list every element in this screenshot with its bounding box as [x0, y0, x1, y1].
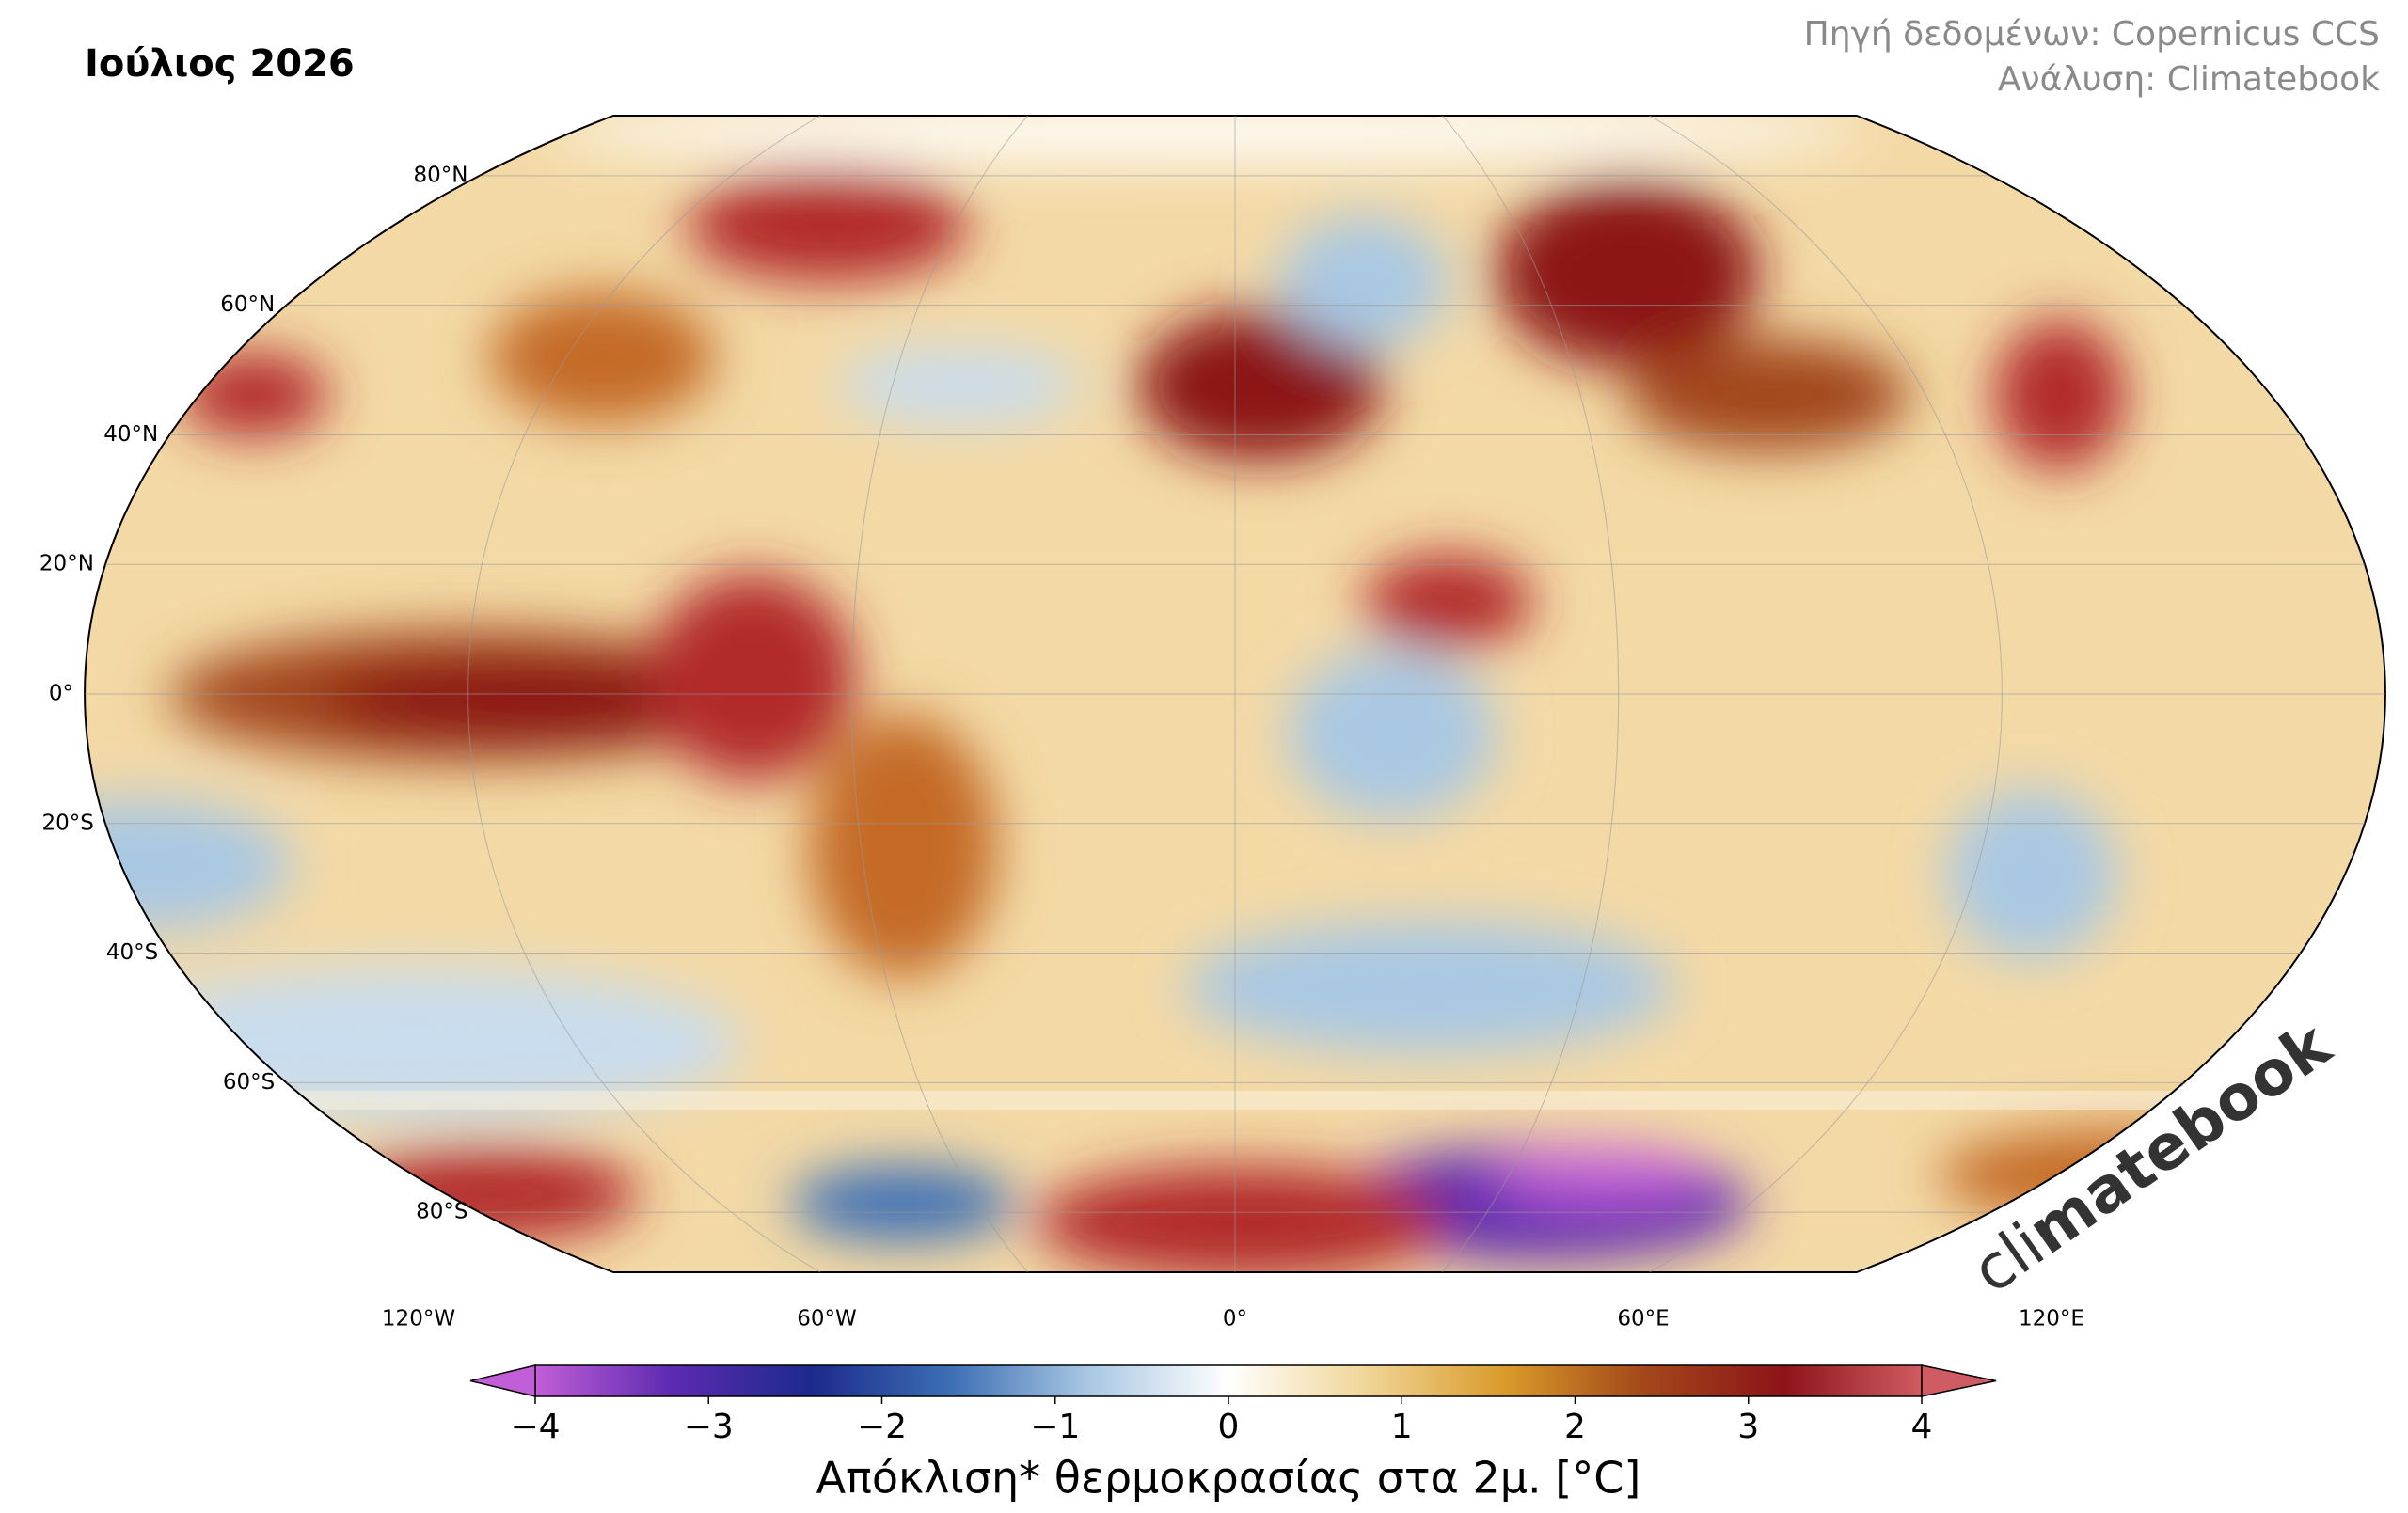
lon-label: 60°E: [1617, 1307, 1669, 1332]
colorbar-tick-label: 0: [1218, 1408, 1240, 1446]
colorbar: −4 −3 −2 −1 0 1 2 3 4 Απόκλιση* θερμοκρασίας στα …: [469, 1364, 1997, 1504]
colorbar-tick-label: −1: [1030, 1408, 1080, 1446]
colorbar-extend: [469, 1364, 536, 1397]
grid-line: [1442, 116, 1620, 1272]
lat-label: 60°S: [223, 1070, 275, 1095]
lat-label: 20°N: [40, 552, 94, 576]
lat-label: 80°S: [416, 1200, 467, 1224]
lat-label: 40°S: [106, 940, 158, 965]
anomaly-field: [85, 116, 2385, 1272]
colorbar-tick-label: 4: [1911, 1408, 1933, 1446]
colorbar-extend: [1921, 1364, 1997, 1397]
lon-label: 0°: [1223, 1307, 1247, 1332]
source-line: Πηγή δεδομένων: Copernicus CCS: [1804, 15, 2380, 54]
colorbar-tick-label: 3: [1737, 1408, 1759, 1446]
title: Ιούλιος 2026: [85, 42, 355, 86]
lon-label: 120°E: [2019, 1307, 2084, 1332]
lon-label: 60°W: [797, 1307, 857, 1332]
lat-label: 40°N: [103, 422, 158, 447]
colorbar-tick-label: −2: [857, 1408, 907, 1446]
source-line: Ανάλυση: Climatebook: [1998, 60, 2380, 99]
lat-label: 20°S: [42, 811, 94, 835]
colorbar-label: Απόκλιση* θερμοκρασίας στα 2μ. [°C]: [816, 1453, 1641, 1504]
colorbar-tick-label: −4: [510, 1408, 560, 1446]
lat-label: 80°N: [414, 163, 468, 187]
colorbar-tick-label: −3: [684, 1408, 734, 1446]
colorbar-body: [534, 1364, 1923, 1397]
grid-line: [1649, 116, 2003, 1272]
lat-label: 0°: [49, 682, 73, 706]
grid-line: [850, 116, 1028, 1272]
lat-label: 60°N: [220, 292, 275, 317]
colorbar-tick-label: 2: [1564, 1408, 1586, 1446]
lon-label: 120°W: [382, 1307, 455, 1332]
colorbar-tick-label: 1: [1391, 1408, 1413, 1446]
grid-line: [467, 116, 821, 1272]
map: 80°N 60°N 40°N 20°N 0° 20°S 40°S 60°S 80°S 120°W 6…: [40, 115, 2386, 1332]
